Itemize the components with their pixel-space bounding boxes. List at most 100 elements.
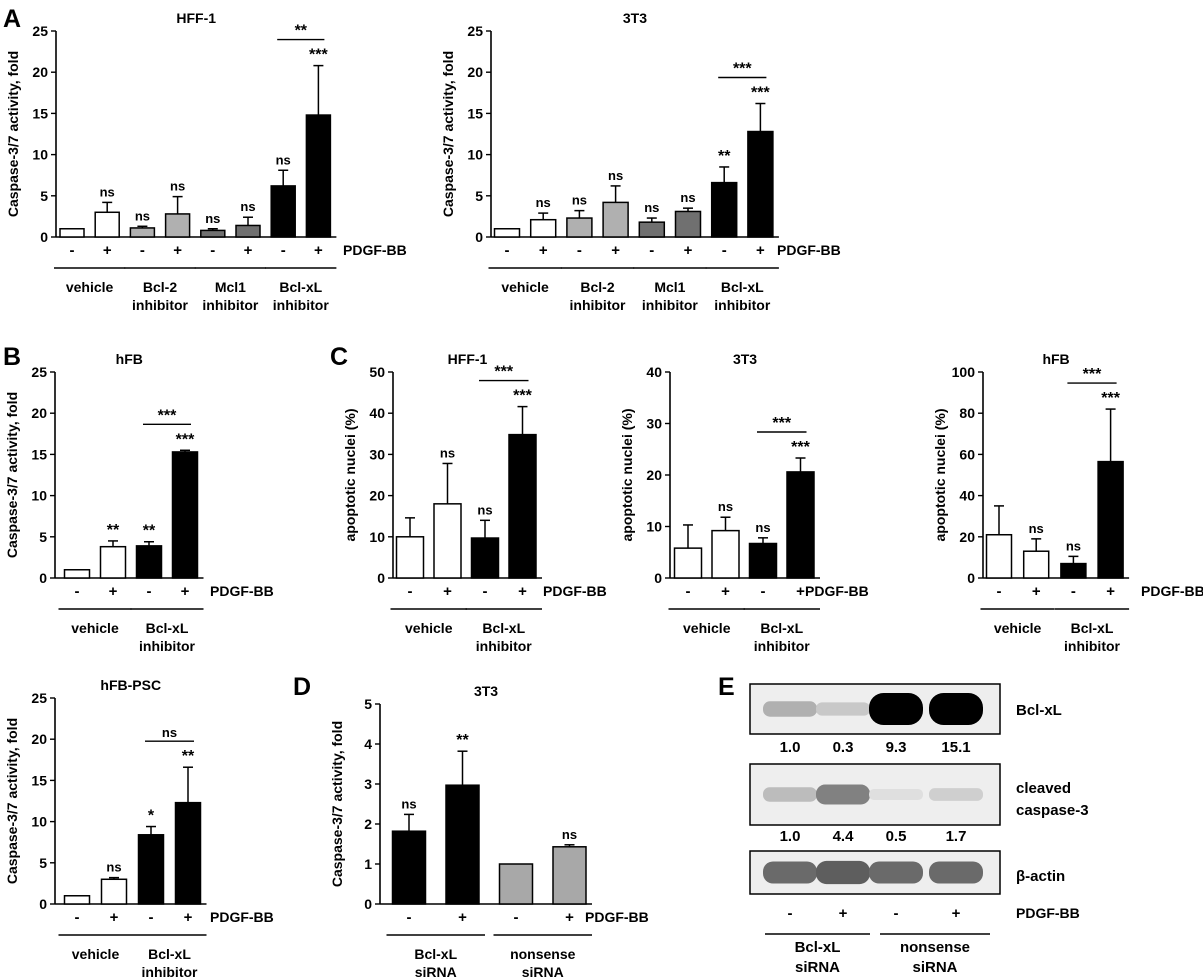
y-axis-label: Caspase-3/7 activity, fold (5, 51, 21, 217)
lane-group-label: siRNA (795, 959, 840, 976)
bar (710, 181, 738, 238)
significance-label: ns (170, 179, 185, 194)
treatment-label: PDGF-BB (777, 242, 841, 258)
significance-label: ns (205, 211, 220, 226)
chart-title: HFF-1 (448, 351, 488, 367)
panel-letter-e: E (718, 673, 735, 701)
x-sign: - (407, 909, 412, 926)
y-tick-label: 0 (39, 896, 47, 912)
comparison-label: ** (295, 23, 308, 40)
chart-title: 3T3 (474, 683, 498, 699)
y-tick-label: 20 (31, 405, 47, 421)
significance-label: ** (718, 148, 731, 165)
chart-c1: HFF-1 0 10 20 30 40 50 apoptotic nuclei (%) ns ns… (342, 351, 607, 654)
chart-title: hFB-PSC (100, 677, 161, 693)
significance-label: *** (751, 85, 770, 102)
y-tick-label: 0 (40, 229, 48, 245)
group-label: inhibitor (132, 297, 189, 313)
treatment-label: PDGF-BB (210, 583, 274, 599)
bar (498, 863, 534, 905)
significance-label: ns (135, 208, 150, 223)
group-label: vehicle (501, 279, 549, 295)
x-sign: + (756, 242, 765, 259)
y-tick-label: 0 (377, 570, 385, 586)
comparison-label: ns (162, 725, 177, 740)
lane-sign: - (894, 905, 899, 922)
y-tick-label: 0 (654, 570, 662, 586)
bar (711, 529, 740, 579)
blot-quant-value: 1.0 (780, 739, 801, 756)
x-sign: + (110, 909, 119, 926)
y-tick-label: 0 (39, 570, 47, 586)
chart-b1: hFB 0 5 10 15 20 25 Caspase-3/7 activity, fold *… (4, 351, 274, 654)
bar (235, 224, 261, 238)
blot-band (929, 693, 983, 725)
bar (445, 784, 480, 905)
y-tick-label: 100 (952, 364, 976, 380)
chart-title: hFB (116, 351, 143, 367)
group-label: siRNA (522, 964, 564, 977)
chart-d: 3T3 0 1 2 3 4 5 Caspase-3/7 activity, fold ns ** n… (329, 683, 649, 977)
x-sign: - (649, 242, 654, 259)
x-sign: - (686, 583, 691, 600)
group-label: inhibitor (273, 297, 330, 313)
blot-quant-value: 0.3 (833, 739, 854, 756)
y-axis-label: Caspase-3/7 activity, fold (4, 718, 20, 884)
bar (674, 210, 702, 238)
y-axis-label: apoptotic nuclei (%) (932, 409, 948, 542)
significance-label: ns (718, 499, 733, 514)
bar (137, 834, 165, 905)
group-label: vehicle (72, 946, 120, 962)
group-label: vehicle (71, 620, 119, 636)
x-sign: + (565, 909, 574, 926)
x-sign: + (244, 242, 253, 259)
y-tick-label: 40 (646, 364, 662, 380)
bar (638, 221, 666, 238)
group-label: Mcl1 (215, 279, 246, 295)
blot-band (869, 693, 923, 725)
bar (747, 130, 774, 238)
group-label: vehicle (994, 620, 1042, 636)
western-blot-panel: Bcl-xL 1.0 0.3 9.3 15.1 cleaved caspase-3 1.0 4.… (749, 683, 1089, 976)
bar (94, 211, 120, 238)
y-tick-label: 2 (364, 816, 372, 832)
group-label: nonsense (510, 946, 576, 962)
chart-c2: 3T3 0 10 20 30 40 apoptotic nuclei (%) ns ns ****… (619, 351, 869, 654)
y-axis-label: Caspase-3/7 activity, fold (440, 51, 456, 217)
y-tick-label: 40 (369, 405, 385, 421)
bar (129, 227, 156, 238)
group-label: inhibitor (570, 297, 627, 313)
bar (470, 537, 500, 579)
comparison-label: *** (1083, 366, 1102, 383)
y-tick-label: 5 (39, 529, 47, 545)
treatment-label: PDGF-BB (210, 909, 274, 925)
significance-label: ns (100, 184, 115, 199)
y-tick-label: 0 (967, 570, 975, 586)
significance-label: ** (107, 522, 120, 539)
significance-label: ns (562, 827, 577, 842)
x-sign: + (796, 583, 805, 600)
x-sign: + (181, 583, 190, 600)
chart-a1: HFF-1 0 5 10 15 20 25 Caspase-3/7 activity, fol… (5, 10, 407, 313)
blot-row-label: Bcl-xL (1016, 702, 1062, 719)
bar (673, 547, 703, 579)
lane-group-label: siRNA (912, 959, 957, 976)
bar (59, 228, 85, 238)
blot-quant-value: 1.0 (780, 828, 801, 845)
group-label: inhibitor (476, 638, 533, 654)
bar (552, 846, 587, 905)
group-label: Bcl-xL (279, 279, 322, 295)
blot-row: β-actin (749, 850, 1065, 895)
significance-label: ns (536, 195, 551, 210)
x-sign: + (109, 583, 118, 600)
significance-label: ns (755, 520, 770, 535)
x-sign: - (577, 242, 582, 259)
significance-label: ns (106, 860, 121, 875)
x-sign: - (997, 583, 1002, 600)
significance-label: ns (644, 200, 659, 215)
bar (395, 536, 425, 579)
panel-letter-d: D (293, 673, 311, 701)
y-tick-label: 15 (32, 105, 48, 121)
group-label: Bcl-2 (580, 279, 614, 295)
